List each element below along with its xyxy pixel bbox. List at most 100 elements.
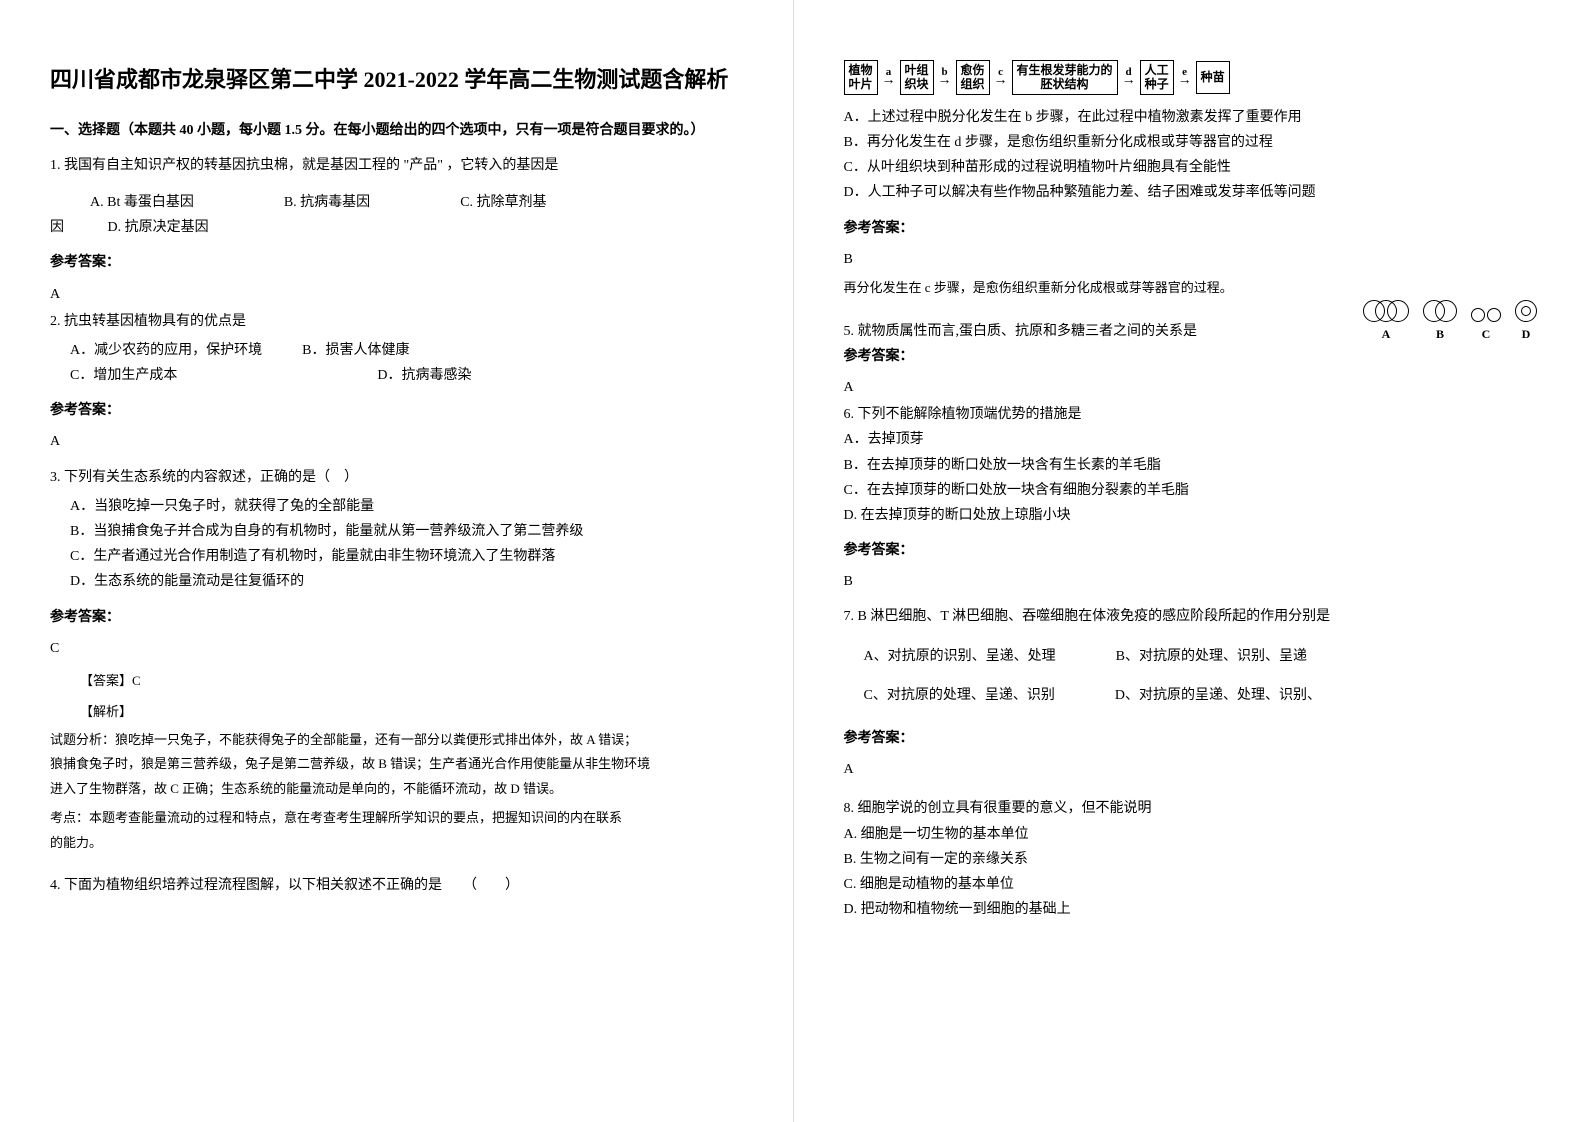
arrow-shaft-icon: → (1122, 74, 1136, 88)
q4-flow-diagram: 植物 叶片 a → 叶组 织块 b → 愈伤 组织 c → 有生根发芽能力的 胚… (844, 60, 1538, 95)
q1-tail-row: 因 D. 抗原决定基因 (50, 215, 743, 240)
q3-box-ans: 【答案】C (50, 669, 743, 692)
flow-n4a: 有生根发芽能力的 (1017, 63, 1113, 77)
q1-ans-head: 参考答案： (50, 250, 743, 275)
q3-b: B．当狼捕食兔子并合成为自身的有机物时，能量就从第一营养级流入了第二营养级 (70, 519, 743, 544)
q2-ans: A (50, 429, 743, 454)
flow-n5a: 人工 (1145, 63, 1169, 77)
q7-a: A、对抗原的识别、呈递、处理 (864, 644, 1056, 669)
q1-b: B. 抗病毒基因 (284, 190, 370, 215)
q3-exp1: 试题分析：狼吃掉一只兔子，不能获得兔子的全部能量，还有一部分以粪便形式排出体外，… (50, 728, 743, 753)
q1-tail: 因 (50, 220, 64, 235)
q8-stem: 8. 细胞学说的创立具有很重要的意义，但不能说明 (844, 796, 1538, 821)
flow-node-1: 植物 叶片 (844, 60, 878, 95)
circle-icon (1387, 300, 1409, 322)
q2-a: A．减少农药的应用，保护环境 (70, 338, 262, 363)
q3-a: A．当狼吃掉一只兔子时，就获得了兔的全部能量 (70, 494, 743, 519)
q7-b: B、对抗原的处理、识别、呈递 (1116, 644, 1307, 669)
q7-stem: 7. B 淋巴细胞、T 淋巴细胞、吞噬细胞在体液免疫的感应阶段所起的作用分别是 (844, 604, 1538, 629)
q1-stem: 1. 我国有自主知识产权的转基因抗虫棉，就是基因工程的 "产品" ，它转入的基因… (50, 153, 743, 178)
circle-icon (1487, 308, 1501, 322)
q2-c: C．增加生产成本 (70, 363, 177, 388)
q3-c: C．生产者通过光合作用制造了有机物时，能量就由非生物环境流入了生物群落 (70, 544, 743, 569)
q2-stem: 2. 抗虫转基因植物具有的优点是 (50, 309, 743, 334)
flow-n2a: 叶组 (905, 63, 929, 77)
flow-n4b: 胚状结构 (1017, 77, 1113, 91)
q5-lbl-d: D (1522, 324, 1531, 346)
q3-d: D．生态系统的能量流动是往复循环的 (70, 569, 743, 594)
flow-n3a: 愈伤 (961, 63, 985, 77)
q1-d: D. 抗原决定基因 (108, 220, 209, 235)
q3-exp4: 考点：本题考查能量流动的过程和特点，意在考查考生理解所学知识的要点，把握知识间的… (50, 806, 743, 831)
q3-exp5: 的能力。 (50, 831, 743, 856)
q6-c: C．在去掉顶芽的断口处放一块含有细胞分裂素的羊毛脂 (844, 478, 1538, 503)
q2-ans-head: 参考答案： (50, 398, 743, 423)
circle-icon (1521, 306, 1531, 316)
flow-n1a: 植物 (849, 63, 873, 77)
q5-fig-c: C (1471, 308, 1501, 346)
q3-ans: C (50, 636, 743, 661)
flow-node-5: 人工 种子 (1140, 60, 1174, 95)
circle-icon (1515, 300, 1537, 322)
q3-exp2: 狼捕食兔子时，狼是第三营养级，兔子是第二营养级，故 B 错误；生产者通光合作用使… (50, 752, 743, 777)
flow-arrow-c: c → (994, 67, 1008, 88)
q7-c: C、对抗原的处理、呈递、识别 (864, 683, 1055, 708)
flow-node-3: 愈伤 组织 (956, 60, 990, 95)
q5-lbl-b: B (1436, 324, 1444, 346)
q2-opts: A．减少农药的应用，保护环境 B．损害人体健康 C．增加生产成本 D．抗病毒感染 (50, 338, 743, 388)
flow-node-2: 叶组 织块 (900, 60, 934, 95)
q7-d: D、对抗原的呈递、处理、识别、 (1115, 683, 1321, 708)
q6-a: A．去掉顶芽 (844, 427, 1538, 452)
q7-row2: C、对抗原的处理、呈递、识别 D、对抗原的呈递、处理、识别、 (844, 683, 1538, 708)
flow-node-6: 种苗 (1196, 61, 1230, 93)
q6-b: B．在去掉顶芽的断口处放一块含有生长素的羊毛脂 (844, 453, 1538, 478)
q5-ans: A (844, 375, 1538, 400)
q8-c: C. 细胞是动植物的基本单位 (844, 872, 1538, 897)
arrow-shaft-icon: → (938, 74, 952, 88)
flow-n2b: 织块 (905, 77, 929, 91)
arrow-shaft-icon: → (882, 74, 896, 88)
q2-b: B．损害人体健康 (302, 338, 409, 363)
q5-fig-d: D (1515, 300, 1537, 346)
q4-exp: 再分化发生在 c 步骤，是愈伤组织重新分化成根或芽等器官的过程。 (844, 276, 1538, 301)
q4-ans-head: 参考答案： (844, 216, 1538, 241)
q4-d: D．人工种子可以解决有些作物品种繁殖能力差、结子困难或发芽率低等问题 (844, 180, 1538, 205)
q5-lbl-a: A (1382, 324, 1391, 346)
flow-n5b: 种子 (1145, 77, 1169, 91)
q4-b: B．再分化发生在 d 步骤，是愈伤组织重新分化成根或芽等器官的过程 (844, 130, 1538, 155)
section-1-head: 一、选择题（本题共 40 小题，每小题 1.5 分。在每小题给出的四个选项中，只… (50, 118, 743, 143)
left-page: 四川省成都市龙泉驿区第二中学 2021-2022 学年高二生物测试题含解析 一、… (0, 0, 794, 1122)
q6-ans-head: 参考答案： (844, 538, 1538, 563)
q1-c: C. 抗除草剂基 (460, 190, 546, 215)
flow-arrow-e: e → (1178, 67, 1192, 88)
flow-node-4: 有生根发芽能力的 胚状结构 (1012, 60, 1118, 95)
q4-ans: B (844, 247, 1538, 272)
arrow-shaft-icon: → (1178, 74, 1192, 88)
q6-ans: B (844, 569, 1538, 594)
q7-ans-head: 参考答案： (844, 726, 1538, 751)
q3-exp3: 进入了生物群落，故 C 正确；生态系统的能量流动是单向的，不能循环流动，故 D … (50, 777, 743, 802)
q4-c: C．从叶组织块到种苗形成的过程说明植物叶片细胞具有全能性 (844, 155, 1538, 180)
q4-a: A．上述过程中脱分化发生在 b 步骤，在此过程中植物激素发挥了重要作用 (844, 105, 1538, 130)
q2-d: D．抗病毒感染 (377, 363, 471, 388)
circle-icon (1471, 308, 1485, 322)
flow-arrow-b: b → (938, 67, 952, 88)
q3-opts: A．当狼吃掉一只兔子时，就获得了兔的全部能量 B．当狼捕食兔子并合成为自身的有机… (50, 494, 743, 595)
circle-icon (1435, 300, 1457, 322)
q5-ans-head: 参考答案： (844, 344, 1538, 369)
doc-title: 四川省成都市龙泉驿区第二中学 2021-2022 学年高二生物测试题含解析 (50, 60, 743, 100)
q1-a: A. Bt 毒蛋白基因 (90, 190, 194, 215)
q5-fig-a: A (1363, 300, 1409, 346)
q5-lbl-c: C (1482, 324, 1491, 346)
arrow-shaft-icon: → (994, 74, 1008, 88)
q7-row1: A、对抗原的识别、呈递、处理 B、对抗原的处理、识别、呈递 (844, 644, 1538, 669)
q7-ans: A (844, 757, 1538, 782)
q6-stem: 6. 下列不能解除植物顶端优势的措施是 (844, 402, 1538, 427)
q1-ans: A (50, 282, 743, 307)
q3-ans-head: 参考答案： (50, 605, 743, 630)
flow-n3b: 组织 (961, 77, 985, 91)
q3-stem: 3. 下列有关生态系统的内容叙述，正确的是（ ） (50, 465, 743, 490)
q8-b: B. 生物之间有一定的亲缘关系 (844, 847, 1538, 872)
q5-fig-b: B (1423, 300, 1457, 346)
flow-n1b: 叶片 (849, 77, 873, 91)
